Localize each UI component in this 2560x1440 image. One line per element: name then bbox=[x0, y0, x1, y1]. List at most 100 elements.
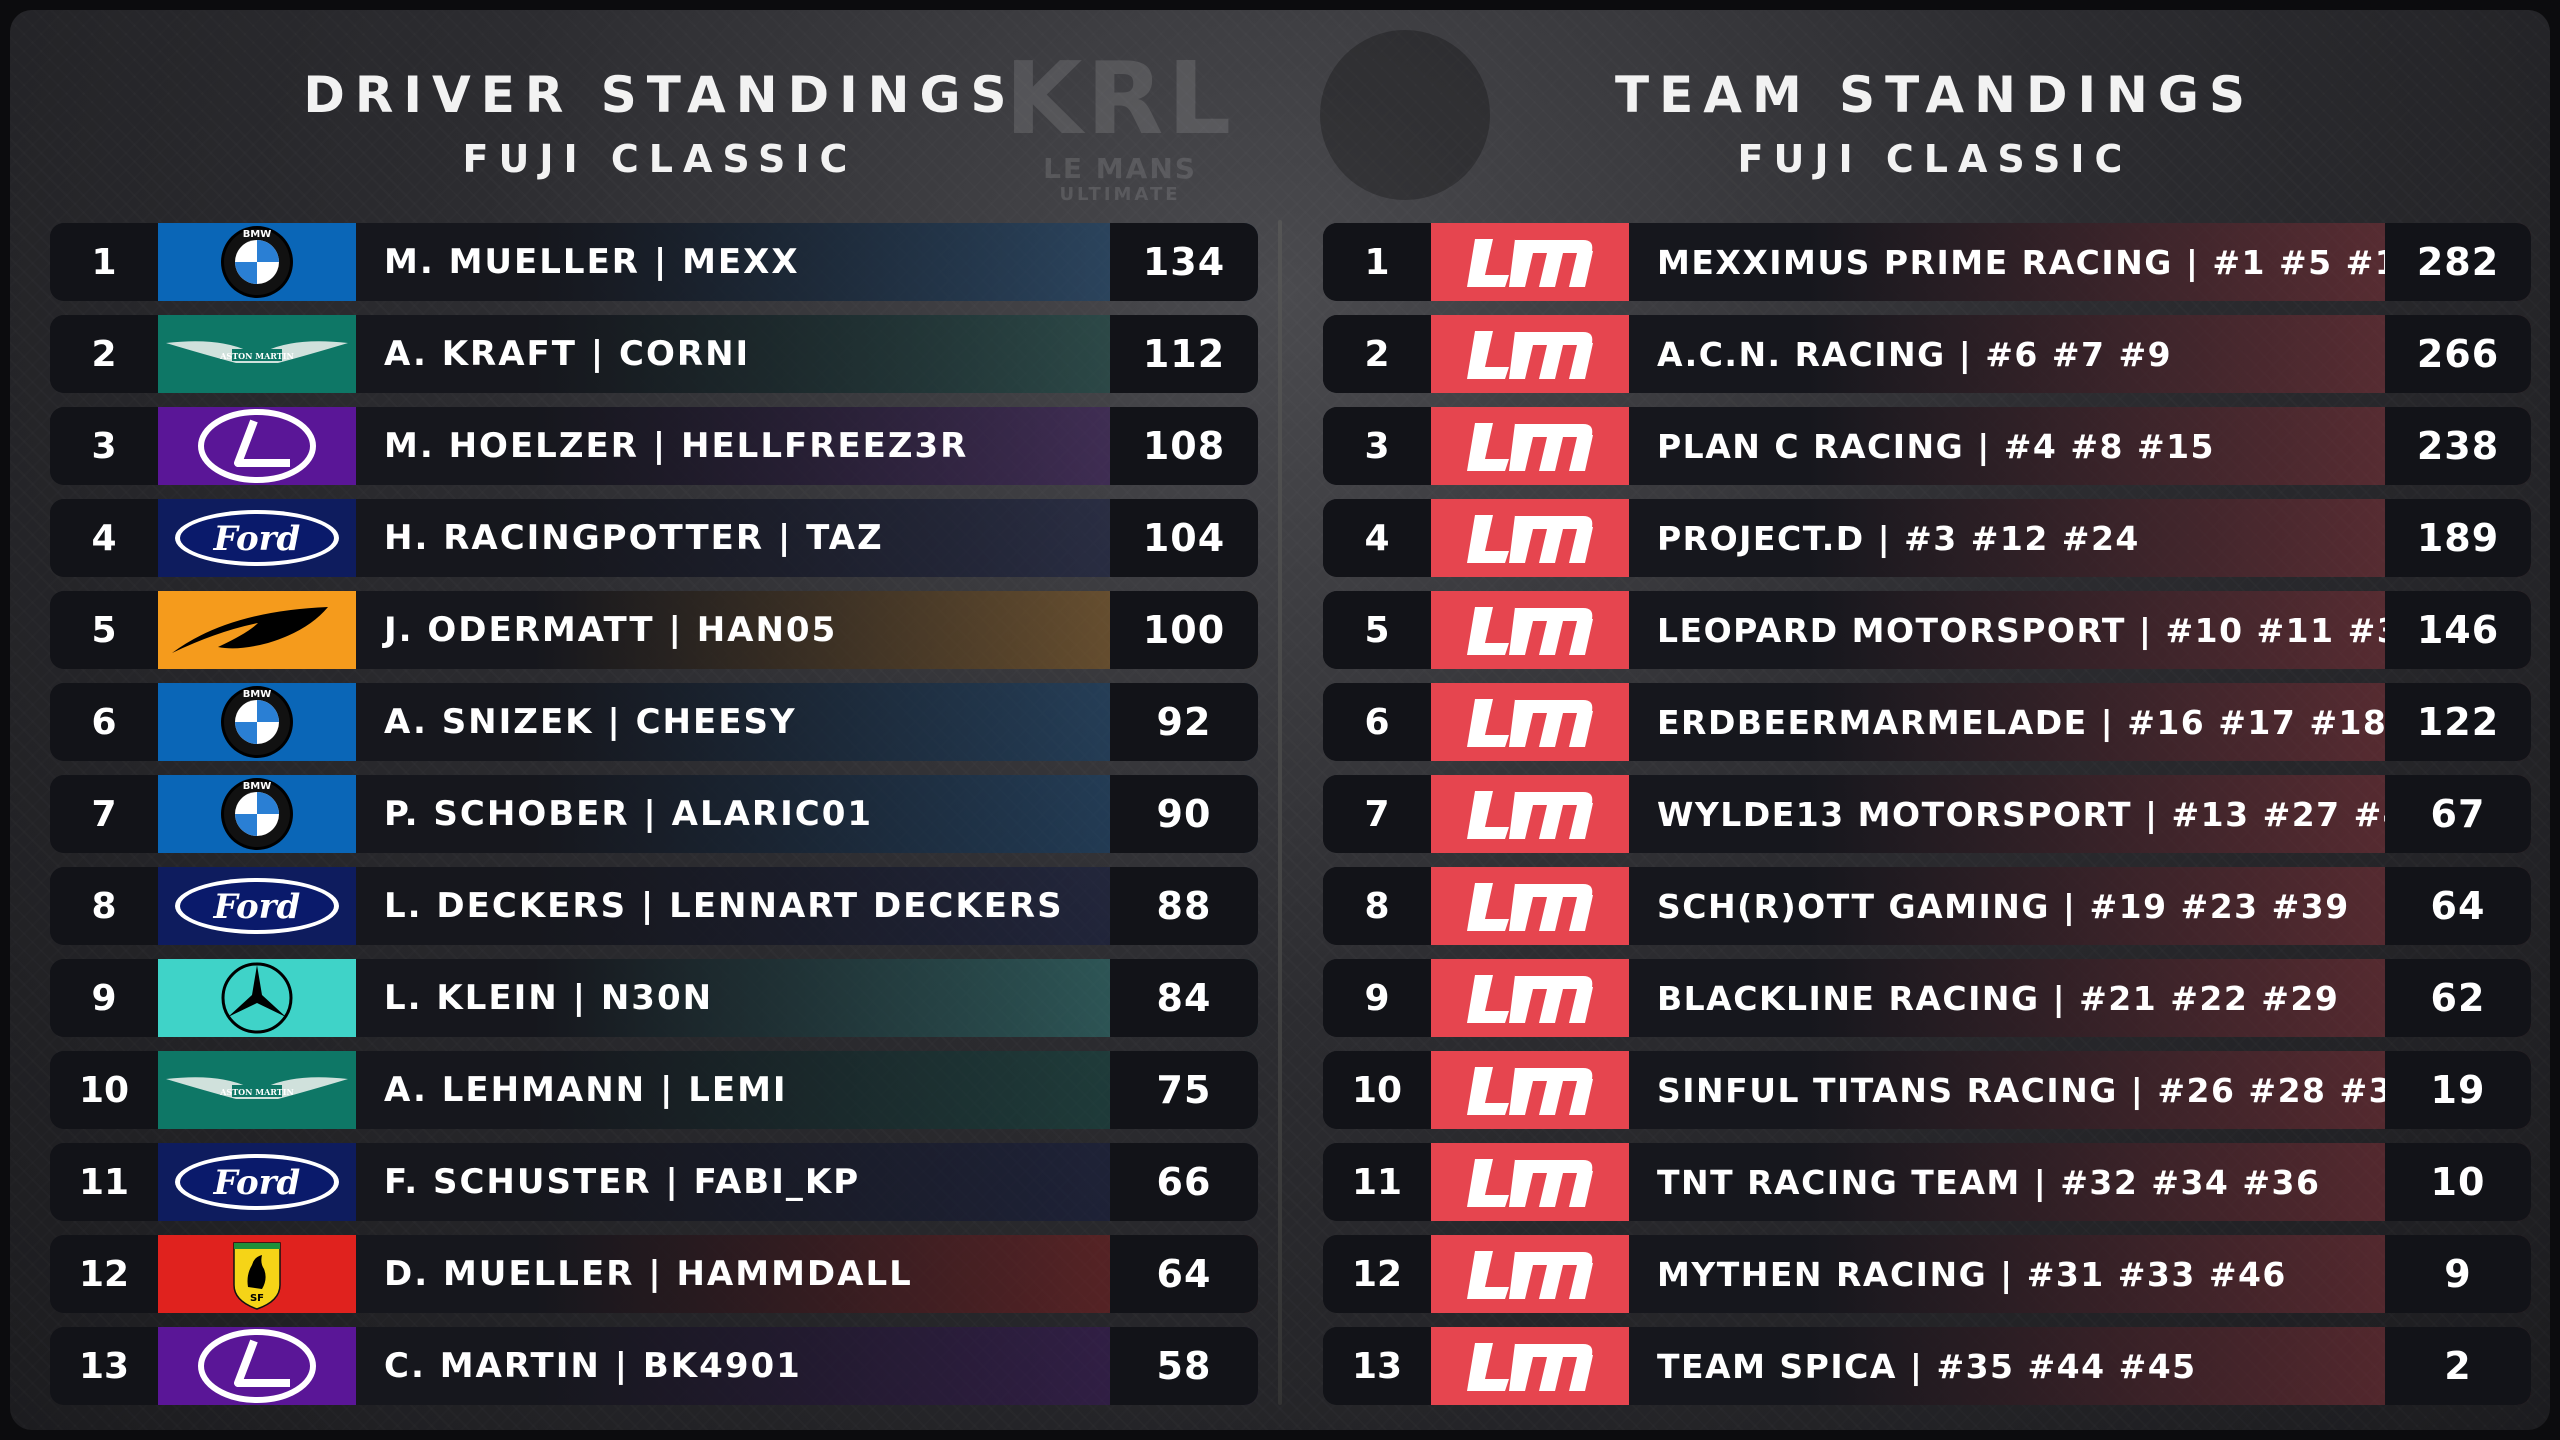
aston-martin-logo: ASTON MARTIN bbox=[158, 1051, 356, 1129]
driver-row: 10 ASTON MARTIN A. LEHMANN | LEMI 75 bbox=[50, 1051, 1258, 1129]
driver-points: 84 bbox=[1110, 959, 1258, 1037]
team-name: PROJECT.D | #3 #12 #24 bbox=[1657, 518, 2140, 558]
driver-row: 1 BMW M. MUELLER | MEXX 134 bbox=[50, 223, 1258, 301]
team-position: 5 bbox=[1323, 591, 1431, 669]
ford-logo: Ford bbox=[158, 499, 356, 577]
watermark-circle bbox=[1320, 30, 1490, 200]
team-name: SCH(R)OTT GAMING | #19 #23 #39 bbox=[1657, 886, 2350, 926]
team-row: 10 SINFUL TITANS RACING | #26 #28 #37 19 bbox=[1323, 1051, 2531, 1129]
driver-standings-title: DRIVER STANDINGS bbox=[303, 66, 1017, 124]
team-position: 7 bbox=[1323, 775, 1431, 853]
team-name: LEOPARD MOTORSPORT | #10 #11 #30 bbox=[1657, 610, 2385, 650]
ford-logo: Ford bbox=[158, 867, 356, 945]
driver-name: L. DECKERS | LENNART DECKERS bbox=[384, 886, 1064, 926]
lm-logo bbox=[1431, 867, 1629, 945]
bmw-logo: BMW bbox=[158, 223, 356, 301]
driver-row: 3 M. HOELZER | HELLFREEZ3R 108 bbox=[50, 407, 1258, 485]
watermark-main: KRL bbox=[1004, 40, 1236, 157]
watermark-sub: LE MANS bbox=[1043, 152, 1197, 185]
team-position: 1 bbox=[1323, 223, 1431, 301]
team-row: 2 A.C.N. RACING | #6 #7 #9 266 bbox=[1323, 315, 2531, 393]
driver-position: 4 bbox=[50, 499, 158, 577]
svg-text:BMW: BMW bbox=[243, 689, 272, 700]
driver-name: H. RACINGPOTTER | TAZ bbox=[384, 518, 884, 558]
team-points: 10 bbox=[2385, 1143, 2531, 1221]
driver-position: 13 bbox=[50, 1327, 158, 1405]
svg-text:ASTON MARTIN: ASTON MARTIN bbox=[219, 351, 294, 361]
team-position: 9 bbox=[1323, 959, 1431, 1037]
team-row: 4 PROJECT.D | #3 #12 #24 189 bbox=[1323, 499, 2531, 577]
driver-name: C. MARTIN | BK4901 bbox=[384, 1346, 802, 1386]
team-row: 5 LEOPARD MOTORSPORT | #10 #11 #30 146 bbox=[1323, 591, 2531, 669]
aston-martin-logo: ASTON MARTIN bbox=[158, 315, 356, 393]
svg-text:SF: SF bbox=[250, 1293, 264, 1304]
team-standings-subtitle: FUJI CLASSIC bbox=[1737, 137, 2133, 181]
team-row: 1 MEXXIMUS PRIME RACING | #1 #5 #14 282 bbox=[1323, 223, 2531, 301]
team-name: MYTHEN RACING | #31 #33 #46 bbox=[1657, 1254, 2287, 1294]
driver-row: 4 Ford H. RACINGPOTTER | TAZ 104 bbox=[50, 499, 1258, 577]
bmw-logo: BMW bbox=[158, 683, 356, 761]
team-name: TNT RACING TEAM | #32 #34 #36 bbox=[1657, 1162, 2321, 1202]
driver-row: 7 BMW P. SCHOBER | ALARIC01 90 bbox=[50, 775, 1258, 853]
driver-position: 8 bbox=[50, 867, 158, 945]
column-divider bbox=[1278, 220, 1282, 1405]
driver-standings-header: DRIVER STANDINGS FUJI CLASSIC bbox=[50, 60, 1270, 184]
team-points: 189 bbox=[2385, 499, 2531, 577]
team-points: 282 bbox=[2385, 223, 2531, 301]
svg-text:ASTON MARTIN: ASTON MARTIN bbox=[219, 1087, 294, 1097]
driver-points: 64 bbox=[1110, 1235, 1258, 1313]
team-standings-table: 1 MEXXIMUS PRIME RACING | #1 #5 #14 282 2 A.… bbox=[1323, 223, 2531, 1419]
team-row: 11 TNT RACING TEAM | #32 #34 #36 10 bbox=[1323, 1143, 2531, 1221]
team-row: 9 BLACKLINE RACING | #21 #22 #29 62 bbox=[1323, 959, 2531, 1037]
driver-row: 5 J. ODERMATT | HAN05 100 bbox=[50, 591, 1258, 669]
krl-watermark: KRL LE MANS ULTIMATE bbox=[970, 20, 1270, 220]
driver-row: 8 Ford L. DECKERS | LENNART DECKERS 88 bbox=[50, 867, 1258, 945]
driver-points: 66 bbox=[1110, 1143, 1258, 1221]
team-name: MEXXIMUS PRIME RACING | #1 #5 #14 bbox=[1657, 242, 2385, 282]
driver-position: 7 bbox=[50, 775, 158, 853]
svg-text:Ford: Ford bbox=[213, 1163, 301, 1203]
driver-name: A. SNIZEK | CHEESY bbox=[384, 702, 797, 742]
svg-text:Ford: Ford bbox=[213, 519, 301, 559]
team-points: 62 bbox=[2385, 959, 2531, 1037]
team-row: 3 PLAN C RACING | #4 #8 #15 238 bbox=[1323, 407, 2531, 485]
driver-position: 2 bbox=[50, 315, 158, 393]
standings-graphic: KRL LE MANS ULTIMATE DRIVER STANDINGS FU… bbox=[10, 10, 2550, 1430]
lm-logo bbox=[1431, 775, 1629, 853]
driver-name: F. SCHUSTER | FABI_KP bbox=[384, 1162, 861, 1202]
team-position: 2 bbox=[1323, 315, 1431, 393]
driver-position: 10 bbox=[50, 1051, 158, 1129]
driver-standings-subtitle: FUJI CLASSIC bbox=[462, 137, 858, 181]
team-position: 3 bbox=[1323, 407, 1431, 485]
driver-name: A. KRAFT | CORNI bbox=[384, 334, 751, 374]
team-points: 9 bbox=[2385, 1235, 2531, 1313]
lm-logo bbox=[1431, 223, 1629, 301]
svg-text:BMW: BMW bbox=[243, 781, 272, 792]
team-standings-header: TEAM STANDINGS FUJI CLASSIC bbox=[1325, 60, 2545, 184]
team-row: 12 MYTHEN RACING | #31 #33 #46 9 bbox=[1323, 1235, 2531, 1313]
team-position: 10 bbox=[1323, 1051, 1431, 1129]
lm-logo bbox=[1431, 1051, 1629, 1129]
driver-row: 6 BMW A. SNIZEK | CHEESY 92 bbox=[50, 683, 1258, 761]
lexus-logo bbox=[158, 407, 356, 485]
ferrari-logo: SF bbox=[158, 1235, 356, 1313]
team-row: 8 SCH(R)OTT GAMING | #19 #23 #39 64 bbox=[1323, 867, 2531, 945]
driver-points: 92 bbox=[1110, 683, 1258, 761]
team-name: WYLDE13 MOTORSPORT | #13 #27 #43 bbox=[1657, 794, 2385, 834]
team-position: 11 bbox=[1323, 1143, 1431, 1221]
team-position: 12 bbox=[1323, 1235, 1431, 1313]
team-points: 266 bbox=[2385, 315, 2531, 393]
driver-points: 88 bbox=[1110, 867, 1258, 945]
driver-points: 112 bbox=[1110, 315, 1258, 393]
driver-name: J. ODERMATT | HAN05 bbox=[384, 610, 838, 650]
driver-row: 2 ASTON MARTIN A. KRAFT | CORNI 112 bbox=[50, 315, 1258, 393]
driver-points: 58 bbox=[1110, 1327, 1258, 1405]
driver-position: 1 bbox=[50, 223, 158, 301]
watermark-sub2: ULTIMATE bbox=[1059, 184, 1181, 205]
driver-position: 3 bbox=[50, 407, 158, 485]
lm-logo bbox=[1431, 683, 1629, 761]
team-position: 13 bbox=[1323, 1327, 1431, 1405]
team-position: 8 bbox=[1323, 867, 1431, 945]
lm-logo bbox=[1431, 315, 1629, 393]
lm-logo bbox=[1431, 1327, 1629, 1405]
